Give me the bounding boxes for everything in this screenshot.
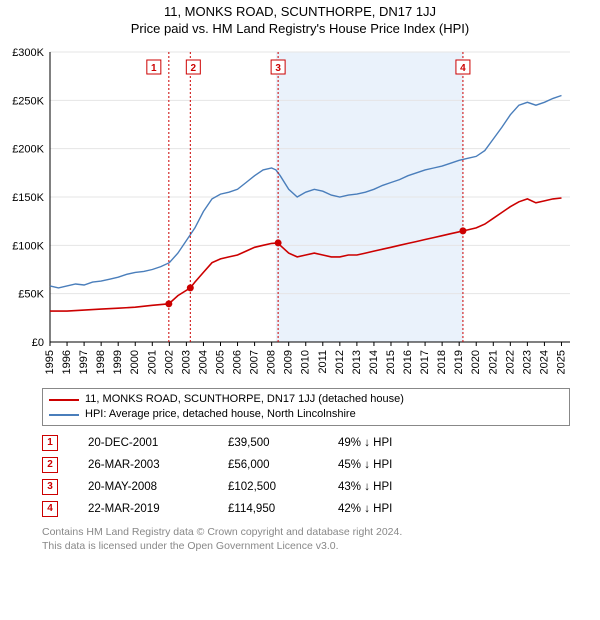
transaction-row: 3 20-MAY-2008 £102,500 43% ↓ HPI [42,476,570,498]
x-tick-label: 2012 [334,350,346,374]
transaction-price: £114,950 [228,498,308,520]
transaction-marker: 4 [42,501,58,517]
x-tick-label: 2022 [504,350,516,374]
chart-marker-label: 2 [191,63,197,74]
y-tick-label: £0 [32,337,44,349]
transaction-pct: 43% ↓ HPI [338,476,428,498]
price-chart: £0 £50K £100K £150K £200K £250K £300K 1995 1996 1… [0,42,600,382]
x-tick-label: 2020 [470,350,482,374]
x-tick-label: 2004 [197,350,209,374]
transaction-marker: 2 [42,457,58,473]
legend-label: 11, MONKS ROAD, SCUNTHORPE, DN17 1JJ (de… [85,392,404,407]
x-tick-label: 2007 [249,350,261,374]
x-tick-label: 1995 [44,350,56,374]
x-tick-label: 2011 [317,350,329,374]
chart-marker-label: 1 [151,63,157,74]
x-tick-label: 2016 [402,350,414,374]
x-tick-label: 2001 [146,350,158,374]
legend-row: 11, MONKS ROAD, SCUNTHORPE, DN17 1JJ (de… [49,392,563,407]
y-tick-label: £100K [12,240,44,252]
chart-marker-label: 4 [460,63,466,74]
transaction-price: £39,500 [228,432,308,454]
x-tick-label: 2008 [266,350,278,374]
x-tick-label: 1999 [112,350,124,374]
x-tick-label: 1998 [95,350,107,374]
attribution-line1: Contains HM Land Registry data © Crown c… [42,526,570,540]
legend-box: 11, MONKS ROAD, SCUNTHORPE, DN17 1JJ (de… [42,388,570,426]
legend-label: HPI: Average price, detached house, Nort… [85,407,356,422]
transaction-price: £102,500 [228,476,308,498]
attribution: Contains HM Land Registry data © Crown c… [42,526,570,553]
y-tick-label: £150K [12,192,44,204]
x-tick-label: 2000 [129,350,141,374]
transaction-price: £56,000 [228,454,308,476]
main-title: 11, MONKS ROAD, SCUNTHORPE, DN17 1JJ [0,4,600,19]
transaction-date: 26-MAR-2003 [88,454,198,476]
x-tick-label: 2002 [163,350,175,374]
x-tick-label: 2018 [436,350,448,374]
x-tick-label: 2015 [385,350,397,374]
x-tick-label: 2025 [555,350,567,374]
x-tick-label: 2019 [453,350,465,374]
transaction-date: 20-MAY-2008 [88,476,198,498]
transaction-marker: 3 [42,479,58,495]
attribution-line2: This data is licensed under the Open Gov… [42,540,570,554]
sub-title: Price paid vs. HM Land Registry's House … [0,21,600,36]
transaction-pct: 49% ↓ HPI [338,432,428,454]
x-tick-label: 2017 [419,350,431,374]
x-tick-label: 2021 [487,350,499,374]
transaction-pct: 42% ↓ HPI [338,498,428,520]
x-tick-label: 2024 [538,350,550,374]
x-tick-label: 2023 [521,350,533,374]
legend-swatch [49,399,79,401]
legend-row: HPI: Average price, detached house, Nort… [49,407,563,422]
x-tick-label: 2003 [180,350,192,374]
x-tick-label: 2006 [232,350,244,374]
y-tick-label: £250K [12,95,44,107]
transactions-table: 1 20-DEC-2001 £39,500 49% ↓ HPI 2 26-MAR-2003… [42,432,570,520]
x-tick-label: 1997 [78,350,90,374]
transaction-pct: 45% ↓ HPI [338,454,428,476]
x-tick-label: 2009 [283,350,295,374]
x-tick-label: 2013 [351,350,363,374]
y-tick-label: £200K [12,144,44,156]
legend-swatch [49,414,79,416]
y-tick-label: £300K [12,47,44,59]
transaction-row: 1 20-DEC-2001 £39,500 49% ↓ HPI [42,432,570,454]
x-tick-label: 1996 [61,350,73,374]
x-tick-label: 2005 [214,350,226,374]
transaction-date: 22-MAR-2019 [88,498,198,520]
transaction-row: 2 26-MAR-2003 £56,000 45% ↓ HPI [42,454,570,476]
chart-marker-label: 3 [275,63,281,74]
transaction-marker: 1 [42,435,58,451]
transaction-row: 4 22-MAR-2019 £114,950 42% ↓ HPI [42,498,570,520]
y-tick-label: £50K [18,289,44,301]
x-tick-label: 2010 [300,350,312,374]
transaction-date: 20-DEC-2001 [88,432,198,454]
x-tick-label: 2014 [368,350,380,374]
